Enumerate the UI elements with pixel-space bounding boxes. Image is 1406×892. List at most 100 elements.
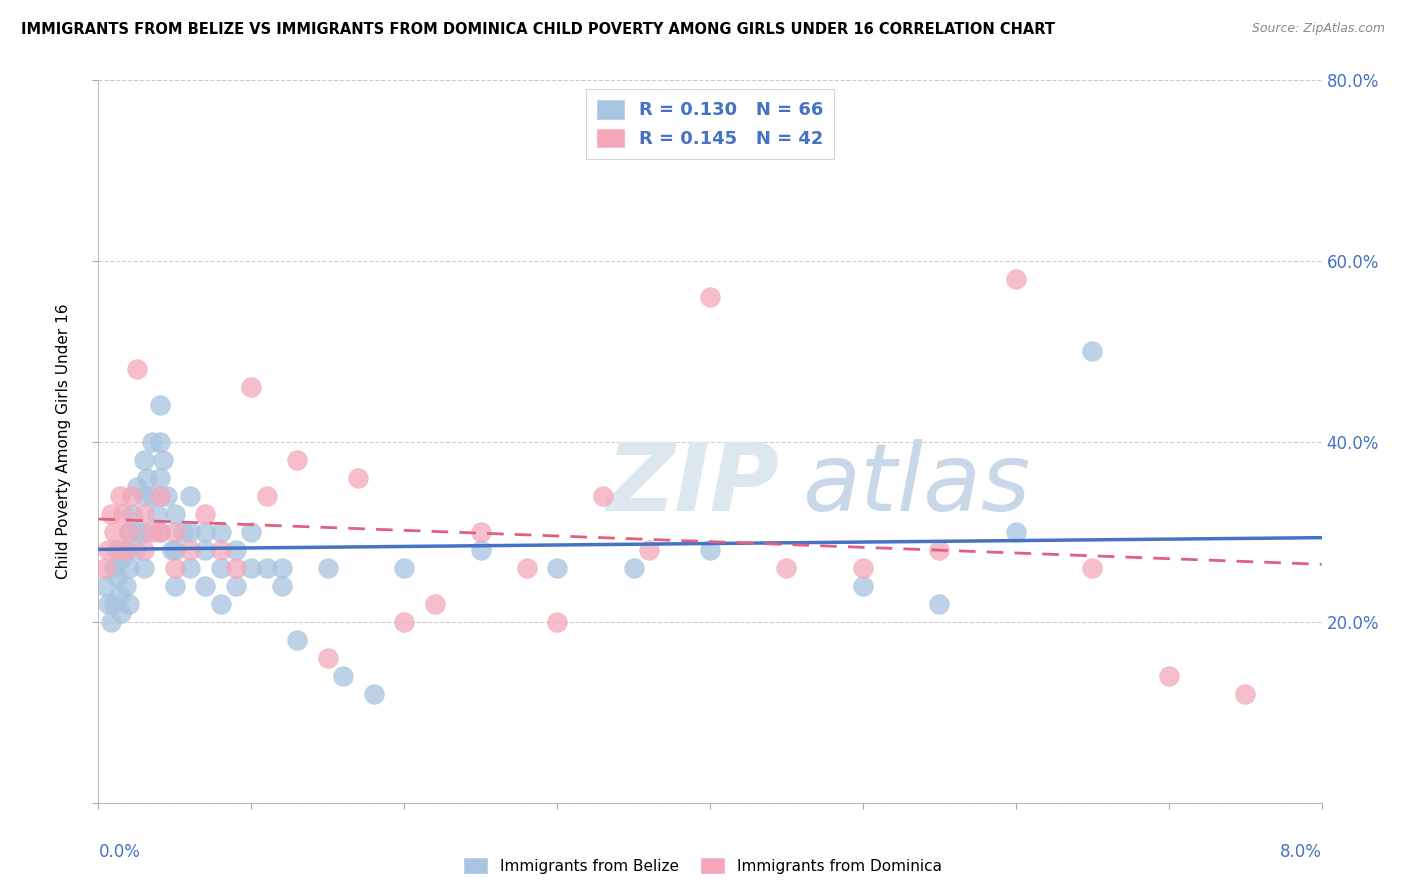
Point: [103, 561, 125, 575]
Point: [163, 542, 186, 557]
Point: [121, 489, 143, 503]
Legend: Immigrants from Belize, Immigrants from Dominica: Immigrants from Belize, Immigrants from …: [458, 852, 948, 880]
Point: [97, 542, 120, 557]
Point: [118, 561, 141, 575]
Point: [134, 542, 156, 557]
Point: [105, 570, 128, 584]
Point: [270, 579, 294, 593]
Point: [118, 524, 141, 539]
Text: IMMIGRANTS FROM BELIZE VS IMMIGRANTS FROM DOMINICA CHILD POVERTY AMONG GIRLS UND: IMMIGRANTS FROM BELIZE VS IMMIGRANTS FRO…: [21, 22, 1054, 37]
Point: [125, 524, 148, 539]
Point: [1234, 687, 1257, 701]
Point: [172, 524, 194, 539]
Point: [110, 552, 132, 566]
Point: [852, 579, 875, 593]
Point: [100, 507, 122, 521]
Point: [108, 588, 131, 602]
Point: [209, 542, 232, 557]
Point: [149, 524, 172, 539]
Point: [285, 633, 308, 648]
Point: [194, 507, 217, 521]
Point: [256, 489, 278, 503]
Text: 0.0%: 0.0%: [98, 843, 141, 861]
Point: [163, 579, 186, 593]
Point: [209, 561, 232, 575]
Point: [149, 524, 172, 539]
Point: [141, 434, 163, 449]
Point: [928, 542, 950, 557]
Point: [423, 597, 446, 611]
Point: [240, 561, 263, 575]
Point: [225, 542, 247, 557]
Point: [1157, 669, 1180, 683]
Point: [100, 615, 122, 630]
Point: [141, 489, 163, 503]
Point: [256, 561, 278, 575]
Point: [136, 471, 159, 485]
Point: [1004, 272, 1026, 286]
Point: [103, 524, 125, 539]
Point: [194, 524, 217, 539]
Point: [1081, 561, 1104, 575]
Point: [209, 597, 232, 611]
Point: [775, 561, 797, 575]
Point: [347, 471, 370, 485]
Point: [152, 452, 174, 467]
Point: [546, 561, 568, 575]
Point: [149, 489, 172, 503]
Point: [103, 597, 125, 611]
Point: [118, 524, 141, 539]
Point: [115, 579, 138, 593]
Point: [516, 561, 538, 575]
Y-axis label: Child Poverty Among Girls Under 16: Child Poverty Among Girls Under 16: [56, 304, 72, 579]
Point: [470, 542, 492, 557]
Point: [225, 579, 247, 593]
Point: [121, 507, 143, 521]
Point: [928, 597, 950, 611]
Point: [141, 524, 163, 539]
Point: [1004, 524, 1026, 539]
Point: [363, 687, 385, 701]
Point: [125, 480, 148, 494]
Point: [145, 507, 167, 521]
Point: [316, 651, 339, 665]
Point: [179, 489, 201, 503]
Point: [240, 380, 263, 394]
Point: [699, 542, 721, 557]
Point: [149, 434, 172, 449]
Point: [179, 524, 201, 539]
Point: [852, 561, 875, 575]
Point: [118, 597, 141, 611]
Point: [160, 542, 183, 557]
Text: 8.0%: 8.0%: [1279, 843, 1322, 861]
Point: [194, 542, 217, 557]
Point: [592, 489, 614, 503]
Point: [194, 579, 217, 593]
Legend: R = 0.130   N = 66, R = 0.145   N = 42: R = 0.130 N = 66, R = 0.145 N = 42: [586, 89, 834, 159]
Point: [134, 489, 156, 503]
Point: [105, 542, 128, 557]
Point: [392, 561, 416, 575]
Point: [149, 398, 172, 412]
Point: [285, 452, 308, 467]
Point: [470, 524, 492, 539]
Point: [134, 524, 156, 539]
Point: [110, 606, 132, 620]
Point: [115, 542, 138, 557]
Point: [93, 579, 115, 593]
Point: [209, 524, 232, 539]
Point: [392, 615, 416, 630]
Point: [111, 542, 134, 557]
Point: [332, 669, 354, 683]
Point: [1081, 344, 1104, 359]
Point: [163, 524, 186, 539]
Point: [240, 524, 263, 539]
Point: [163, 507, 186, 521]
Point: [179, 561, 201, 575]
Point: [125, 362, 148, 376]
Point: [163, 561, 186, 575]
Point: [134, 507, 156, 521]
Point: [93, 561, 115, 575]
Point: [97, 597, 120, 611]
Point: [134, 561, 156, 575]
